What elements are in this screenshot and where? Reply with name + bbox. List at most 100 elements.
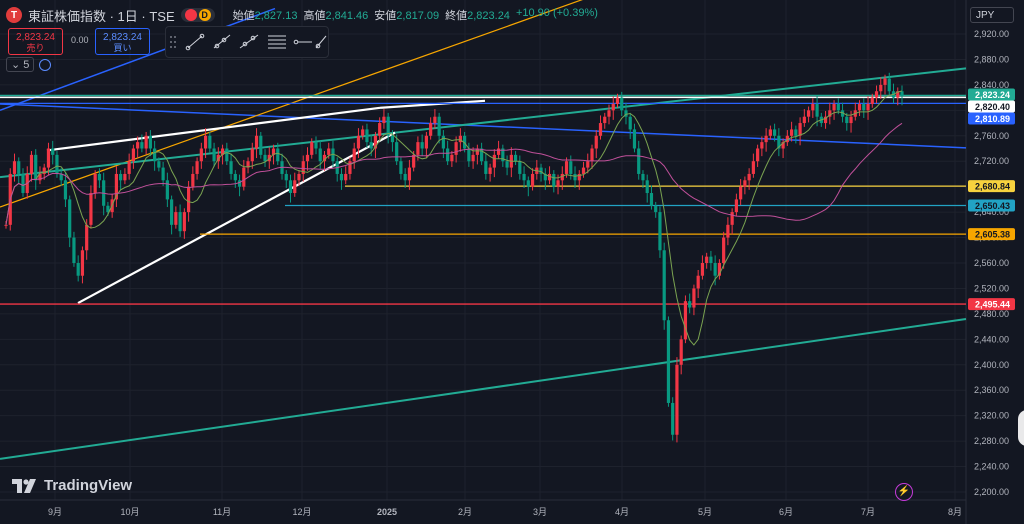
branding-text: TradingView — [44, 477, 133, 494]
candle-body — [382, 116, 386, 124]
candle-body — [305, 154, 310, 162]
candle-body — [794, 129, 798, 136]
y-tick-label: 2,920.00 — [974, 29, 1009, 39]
horizontal-ray-icon[interactable] — [293, 39, 312, 45]
pitchfork-icon[interactable] — [268, 35, 286, 49]
close-value: 2,823.24 — [467, 10, 510, 22]
candle-body — [840, 110, 845, 117]
status-pill[interactable]: D — [180, 8, 215, 22]
candle-body — [267, 154, 271, 162]
candle-body — [212, 148, 216, 162]
drag-handle-icon[interactable] — [170, 36, 176, 48]
tradingview-logo[interactable]: TradingView — [12, 477, 132, 494]
trend-line-icon[interactable] — [185, 33, 205, 51]
candle-body — [569, 161, 573, 174]
candle-body — [420, 142, 424, 149]
candle-body — [611, 103, 615, 111]
price-level-label-bg — [968, 228, 1015, 241]
price-level-label: 2,495.44 — [975, 300, 1010, 310]
candle-body — [352, 148, 356, 162]
price-level-label: 2,823.24 — [975, 90, 1010, 100]
candle-body — [513, 154, 518, 162]
x-tick-label: 2月 — [458, 507, 472, 517]
candle-body — [713, 263, 717, 276]
candle-body — [773, 129, 777, 136]
info-line-icon[interactable] — [315, 35, 327, 49]
symbol-name[interactable]: 東証株価指数 · 1日 · TSE — [28, 8, 175, 24]
high-value: 2,841.46 — [325, 10, 369, 22]
candle-body — [4, 224, 8, 226]
candle-body — [454, 142, 458, 155]
candle-body — [598, 123, 603, 136]
y-tick-label: 2,360.00 — [974, 385, 1009, 395]
candle-body — [339, 173, 344, 181]
candle-body — [543, 173, 547, 181]
price-level-label-bg — [968, 100, 1015, 113]
toolbar-icons — [170, 33, 327, 51]
y-tick-label: 2,480.00 — [974, 309, 1009, 319]
candle-body — [106, 205, 110, 213]
candle-body — [620, 97, 624, 111]
currency-selector[interactable]: JPY — [970, 7, 1014, 23]
candle-body — [560, 173, 564, 181]
candle-body — [480, 148, 484, 162]
candle-body — [288, 180, 293, 194]
x-tick-label: 6月 — [779, 507, 793, 517]
channel-lower-line — [0, 317, 967, 460]
volume-indicator[interactable]: ⌄ 5 — [6, 57, 52, 72]
candle-body — [76, 263, 80, 276]
lightning-icon[interactable]: ⚡ — [895, 483, 913, 501]
candle-body — [632, 129, 637, 149]
candle-body — [250, 148, 254, 162]
candle-body — [467, 148, 471, 162]
candle-body — [157, 161, 161, 168]
candle-body — [446, 148, 450, 162]
extended-line-icon[interactable] — [239, 34, 259, 49]
candle-body — [722, 237, 726, 263]
candle-body — [136, 142, 140, 149]
candle-body — [577, 173, 581, 181]
price-level-label: 2,650.43 — [975, 201, 1010, 211]
candle-body — [114, 173, 119, 200]
delayed-badge: D — [198, 9, 211, 21]
moving-average-short — [5, 90, 903, 346]
candle-body — [688, 301, 692, 308]
candle-body — [191, 173, 195, 187]
price-level-label-bg — [968, 112, 1015, 125]
candle-body — [798, 123, 802, 136]
candle-body — [327, 148, 331, 155]
y-tick-label: 2,640.00 — [974, 207, 1009, 217]
ray-icon[interactable] — [213, 34, 231, 49]
candle-body — [671, 402, 675, 435]
price-level-label-bg — [968, 298, 1015, 311]
blue-trend-line-upper — [0, 7, 276, 112]
candle-body — [450, 154, 454, 162]
x-tick-label: 4月 — [615, 507, 629, 517]
indicator-circle-icon[interactable] — [39, 58, 52, 71]
candle-body — [186, 186, 191, 213]
price-level-label-bg — [968, 180, 1015, 193]
candle-body — [726, 224, 730, 238]
side-handle[interactable] — [1018, 410, 1024, 446]
collapse-chevron-icon[interactable]: ⌄ 5 — [6, 57, 35, 72]
candle-body — [369, 142, 373, 149]
buy-button[interactable]: 2,823.24 買い — [95, 28, 150, 55]
white-trend-line-1 — [46, 106, 381, 152]
candle-body — [836, 103, 840, 111]
candle-body — [522, 173, 526, 181]
candle-body — [46, 148, 51, 168]
candle-body — [433, 116, 437, 124]
close-label: 終値 — [445, 10, 468, 22]
candle-body — [607, 110, 611, 117]
candle-body — [730, 212, 734, 225]
drawing-toolbar — [165, 26, 329, 58]
candle-body — [17, 161, 21, 174]
sell-button[interactable]: 2,823.24 売り — [8, 28, 63, 55]
candle-body — [628, 116, 632, 130]
candle-body — [586, 161, 590, 168]
candle-body — [144, 135, 148, 149]
candle-body — [734, 199, 738, 213]
